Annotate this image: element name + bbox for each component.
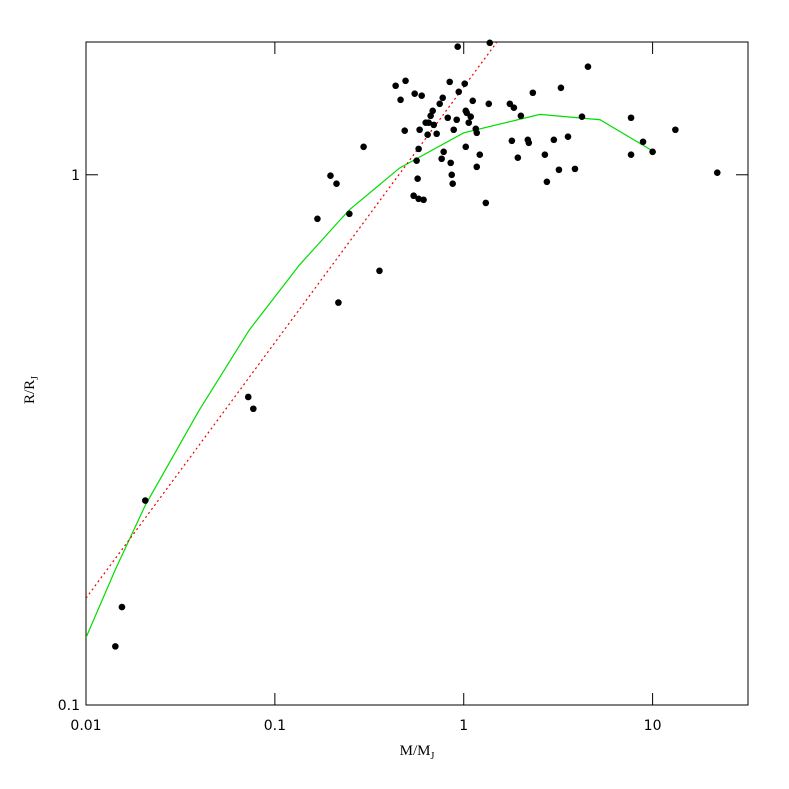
data-point [525,139,533,147]
data-point [557,84,565,92]
data-point [514,154,522,161]
data-point [486,39,494,47]
y-tick-label: 1 [71,168,80,184]
data-point [672,126,679,134]
data-point [418,92,425,99]
data-point [250,405,257,413]
data-point [112,643,119,650]
data-point [413,157,420,165]
data-point [450,126,458,134]
data-point [430,121,438,129]
data-point [429,107,436,115]
data-point [118,603,126,611]
data-point [438,155,445,163]
data-point [462,143,470,151]
data-point [141,497,149,504]
data-point [333,180,340,187]
data-point [360,143,367,151]
data-point [508,137,516,145]
data-point [446,78,454,86]
data-point [571,165,579,173]
data-point [376,267,383,275]
data-point [473,129,481,137]
data-point [346,210,353,218]
data-point [425,119,432,126]
data-point [440,148,447,156]
x-tick-label: 10 [644,718,662,734]
data-point [427,112,434,120]
fit-curve [86,113,657,638]
data-point [314,215,321,223]
data-point [454,43,461,51]
data-point [506,100,514,108]
y-axis-label-subscript: J [30,376,41,380]
x-tick-label: 1 [459,718,468,734]
y-axis-label: R/RJ [22,376,41,404]
data-point [447,159,454,167]
data-point [327,172,334,180]
x-axis-label-text: M/M [400,743,431,759]
data-point [444,114,452,122]
data-point [529,89,537,97]
data-point [439,94,447,102]
x-axis-label: M/MJ [400,743,435,762]
data-point [415,195,422,203]
data-point [392,82,399,90]
data-point [564,133,572,140]
data-point [510,104,518,112]
data-point [555,166,563,174]
data-point [639,138,647,146]
data-point [482,199,490,207]
data-point [335,299,342,306]
data-point [448,171,456,179]
plot-frame [85,41,749,706]
data-point [517,112,525,120]
data-point [397,96,404,104]
data-point [415,145,422,153]
data-point [649,148,656,156]
data-point [461,80,469,88]
data-point [543,178,551,186]
data-point [401,127,409,134]
data-point [453,116,461,124]
data-point [436,100,443,108]
data-point [455,88,463,96]
x-axis-label-subscript: J [430,751,434,762]
data-point [244,393,252,401]
data-point [473,163,481,171]
data-point [433,130,440,138]
x-tick-label: 0.1 [264,718,286,734]
data-point [414,175,421,183]
data-point [713,169,721,177]
data-point [467,113,475,120]
data-point [485,100,493,108]
data-point [420,196,427,204]
y-axis-label-text: R/R [22,380,38,404]
data-point [541,151,549,159]
data-point [627,114,635,122]
data-point [627,151,635,159]
data-point [416,126,423,134]
data-point [424,131,431,139]
data-point [465,119,473,126]
data-point [584,63,592,70]
data-point [550,136,558,144]
data-point [411,90,418,98]
data-point [410,192,417,200]
data-point [476,151,484,159]
data-point [402,77,409,85]
y-tick-label: 0.1 [58,698,80,714]
x-tick-label: 0.01 [70,718,101,734]
data-point [469,97,477,105]
data-point [578,113,586,120]
data-point [449,180,456,187]
